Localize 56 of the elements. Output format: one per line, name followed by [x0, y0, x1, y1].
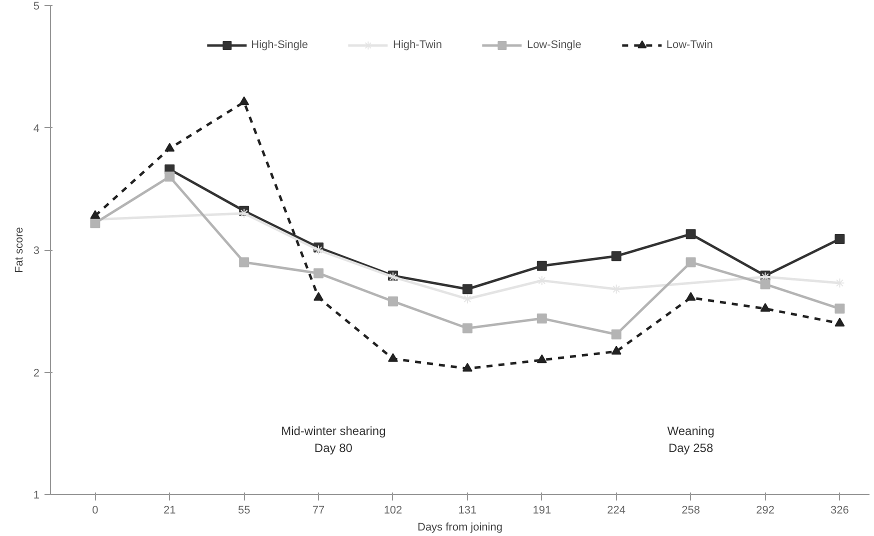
point [760, 302, 770, 312]
annotation: Mid-winter shearing Day 80 [281, 424, 386, 455]
point [314, 268, 324, 278]
legend-label: Low-Single [526, 39, 582, 51]
point [536, 276, 547, 286]
point [164, 172, 175, 182]
x-axis-title: Days from joining [418, 522, 502, 534]
point [164, 142, 175, 152]
point [760, 279, 770, 290]
point [686, 292, 696, 301]
point [536, 354, 547, 364]
point [462, 294, 472, 304]
point [239, 208, 250, 218]
point [611, 251, 622, 262]
point [462, 323, 472, 334]
legend-label: High-Single [251, 39, 308, 51]
legend-label: Low-Twin [666, 39, 713, 51]
point [686, 257, 696, 268]
point [834, 318, 845, 326]
legend-label: High-Twin [393, 39, 442, 51]
point [611, 329, 622, 340]
point [462, 362, 472, 372]
x-tick-label: 55 [238, 504, 250, 516]
x-tick-label: 258 [682, 504, 700, 516]
y-tick-label: 3 [33, 245, 40, 257]
y-tick-label: 4 [33, 122, 40, 135]
y-axis-title: Fat score [13, 227, 26, 273]
y-tick-label: 1 [33, 490, 40, 502]
x-tick-label: 77 [312, 504, 325, 516]
y-tick-label: 2 [33, 367, 40, 380]
x-tick-label: 131 [458, 504, 477, 516]
point [834, 304, 845, 314]
point [834, 234, 845, 244]
point [462, 284, 472, 294]
x-tick-label: 0 [92, 504, 98, 516]
point [388, 353, 398, 362]
point [536, 260, 547, 271]
point [834, 278, 845, 288]
point [686, 229, 696, 240]
x-tick-label: 102 [384, 504, 402, 516]
point [388, 296, 398, 306]
x-tick-label: 292 [756, 504, 774, 516]
point [90, 210, 100, 219]
point [611, 346, 622, 355]
x-tick-label: 224 [607, 504, 626, 516]
x-tick-label: 191 [532, 504, 552, 516]
x-tick-label: 21 [164, 504, 176, 516]
y-tick-label: 5 [33, 0, 40, 12]
point [239, 257, 250, 268]
point [536, 313, 547, 324]
x-tick-label: 326 [830, 504, 849, 516]
point [314, 245, 324, 255]
point [90, 218, 100, 228]
point [314, 292, 324, 301]
point [239, 96, 250, 106]
annotation: Weaning Day 258 [667, 424, 714, 455]
